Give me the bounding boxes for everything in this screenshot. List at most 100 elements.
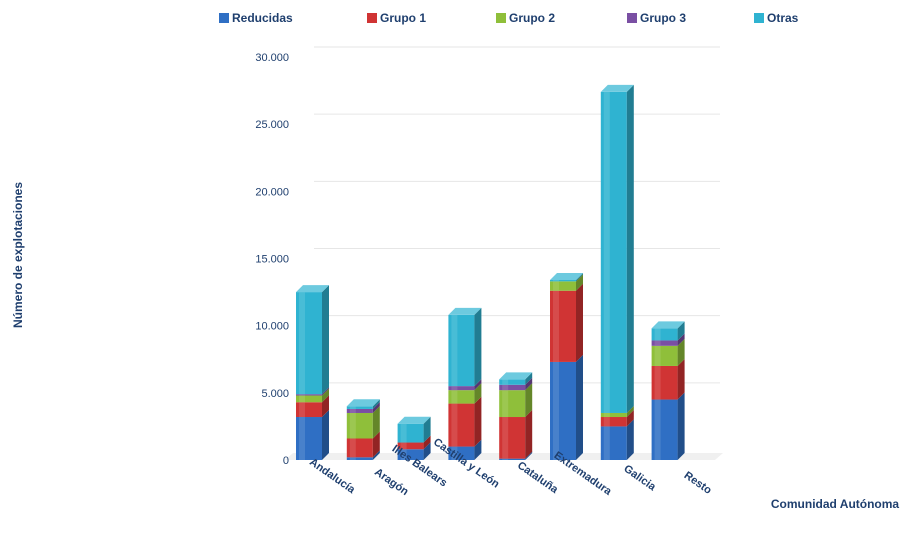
bar-segment-side — [372, 405, 380, 439]
bar-segment-highlight — [603, 417, 610, 427]
bar-segment-side — [423, 416, 431, 443]
legend-swatch — [754, 13, 764, 23]
bar-segment-side — [576, 274, 583, 291]
bar-segment — [346, 457, 373, 460]
bar-segment-highlight — [553, 290, 559, 362]
bar-segment-highlight — [654, 345, 661, 366]
bar-top — [397, 416, 431, 424]
legend-item: Reducidas — [219, 11, 293, 25]
bar-segment-side — [677, 321, 685, 341]
bar-segment-highlight — [400, 423, 407, 443]
bar-segment — [499, 458, 526, 460]
y-tick-label: 5.000 — [261, 388, 289, 400]
bar-segment-highlight — [299, 402, 305, 418]
bar-segment — [346, 408, 373, 413]
bar-segment-side — [626, 419, 634, 460]
bar-segment-highlight — [654, 340, 661, 346]
bar-segment — [499, 379, 526, 385]
bar-segment-side — [576, 354, 583, 460]
legend-label: Reducidas — [232, 11, 293, 25]
bar-segment-highlight — [349, 406, 356, 409]
bar-segment-highlight — [400, 449, 407, 460]
bar-stack — [550, 272, 583, 460]
bar-segment-highlight — [299, 394, 305, 396]
bar-segment-highlight — [451, 446, 458, 460]
bar-segment — [550, 281, 576, 291]
bar-segment-side — [525, 410, 533, 459]
x-axis-label: Comunidad Autónoma — [771, 497, 900, 511]
bar-segment-highlight — [451, 314, 458, 387]
y-tick-label: 20.000 — [255, 186, 289, 198]
legend-label: Grupo 3 — [640, 11, 686, 25]
legend-item: Grupo 2 — [496, 11, 555, 25]
bar-segment-side — [525, 372, 533, 385]
bar-top — [499, 372, 533, 380]
legend-item: Otras — [754, 11, 799, 25]
bar-segment-side — [576, 272, 583, 282]
bar-segment-highlight — [451, 390, 458, 404]
bar-segment-side — [474, 439, 482, 460]
bar-stack — [651, 321, 685, 460]
bar-segment-highlight — [349, 457, 356, 460]
bar-segment — [651, 340, 678, 346]
bar-top — [651, 321, 685, 329]
bar-segment-side — [322, 388, 329, 403]
bar-segment-highlight — [502, 384, 509, 391]
bar-segment-side — [322, 387, 329, 396]
y-axis-label: Número de explotaciones — [11, 182, 25, 328]
bar-segment-side — [525, 377, 533, 391]
bar-top — [448, 307, 482, 315]
legend-item: Grupo 3 — [627, 11, 686, 25]
bar-segment — [600, 412, 627, 418]
legend: Reducidas Grupo 1 Grupo 2 Grupo 3 Otras — [219, 11, 799, 25]
bars — [296, 84, 685, 460]
bar-stack — [346, 399, 380, 460]
y-tick-label: 30.000 — [255, 52, 289, 64]
bar-segment-highlight — [349, 438, 356, 458]
x-tick-label: Andalucía — [307, 456, 358, 496]
legend-label: Otras — [767, 11, 799, 25]
bar-segment-highlight — [502, 458, 509, 460]
legend-swatch — [219, 13, 229, 23]
y-tick-label: 25.000 — [255, 119, 289, 131]
bar-segment — [397, 442, 424, 450]
bar-segment-side — [677, 392, 685, 460]
x-tick-label: Galicia — [621, 463, 658, 494]
y-tick-label: 10.000 — [255, 321, 289, 333]
bar-segment — [346, 406, 373, 409]
bar-segment-highlight — [553, 281, 559, 291]
bar-segment — [397, 449, 424, 460]
bar-segment-side — [423, 435, 431, 450]
bar-stack — [499, 372, 533, 460]
bar-segment-highlight — [553, 361, 559, 460]
bar-segment-highlight — [502, 390, 509, 418]
legend-swatch — [627, 13, 637, 23]
y-tick-label: 0 — [283, 455, 289, 467]
bar-segment-side — [677, 358, 685, 400]
bar-top — [600, 84, 634, 92]
bar-segment — [296, 394, 322, 396]
bar-segment-highlight — [603, 426, 610, 460]
bar-segment-highlight — [451, 403, 458, 447]
bar-segment-highlight — [451, 386, 458, 391]
x-tick-label: Aragón — [372, 466, 411, 498]
bar-segment-side — [474, 379, 482, 391]
bar-segment-side — [372, 450, 380, 460]
bar-segment-side — [677, 333, 685, 346]
bar-top — [296, 285, 329, 293]
bar-segment-highlight — [299, 395, 305, 403]
legend-swatch — [367, 13, 377, 23]
bar-stack — [296, 285, 329, 460]
x-tick-label: Cataluña — [515, 459, 561, 496]
legend-label: Grupo 2 — [509, 11, 555, 25]
bar-segment — [296, 395, 322, 403]
bar-top — [346, 399, 380, 407]
bar-segment-highlight — [502, 379, 509, 385]
bar-segment — [550, 279, 576, 282]
bar-segment-highlight — [299, 292, 305, 395]
bar-segment-side — [474, 307, 482, 387]
y-tick-label: 15.000 — [255, 254, 289, 266]
x-tick-label: Resto — [682, 469, 714, 497]
